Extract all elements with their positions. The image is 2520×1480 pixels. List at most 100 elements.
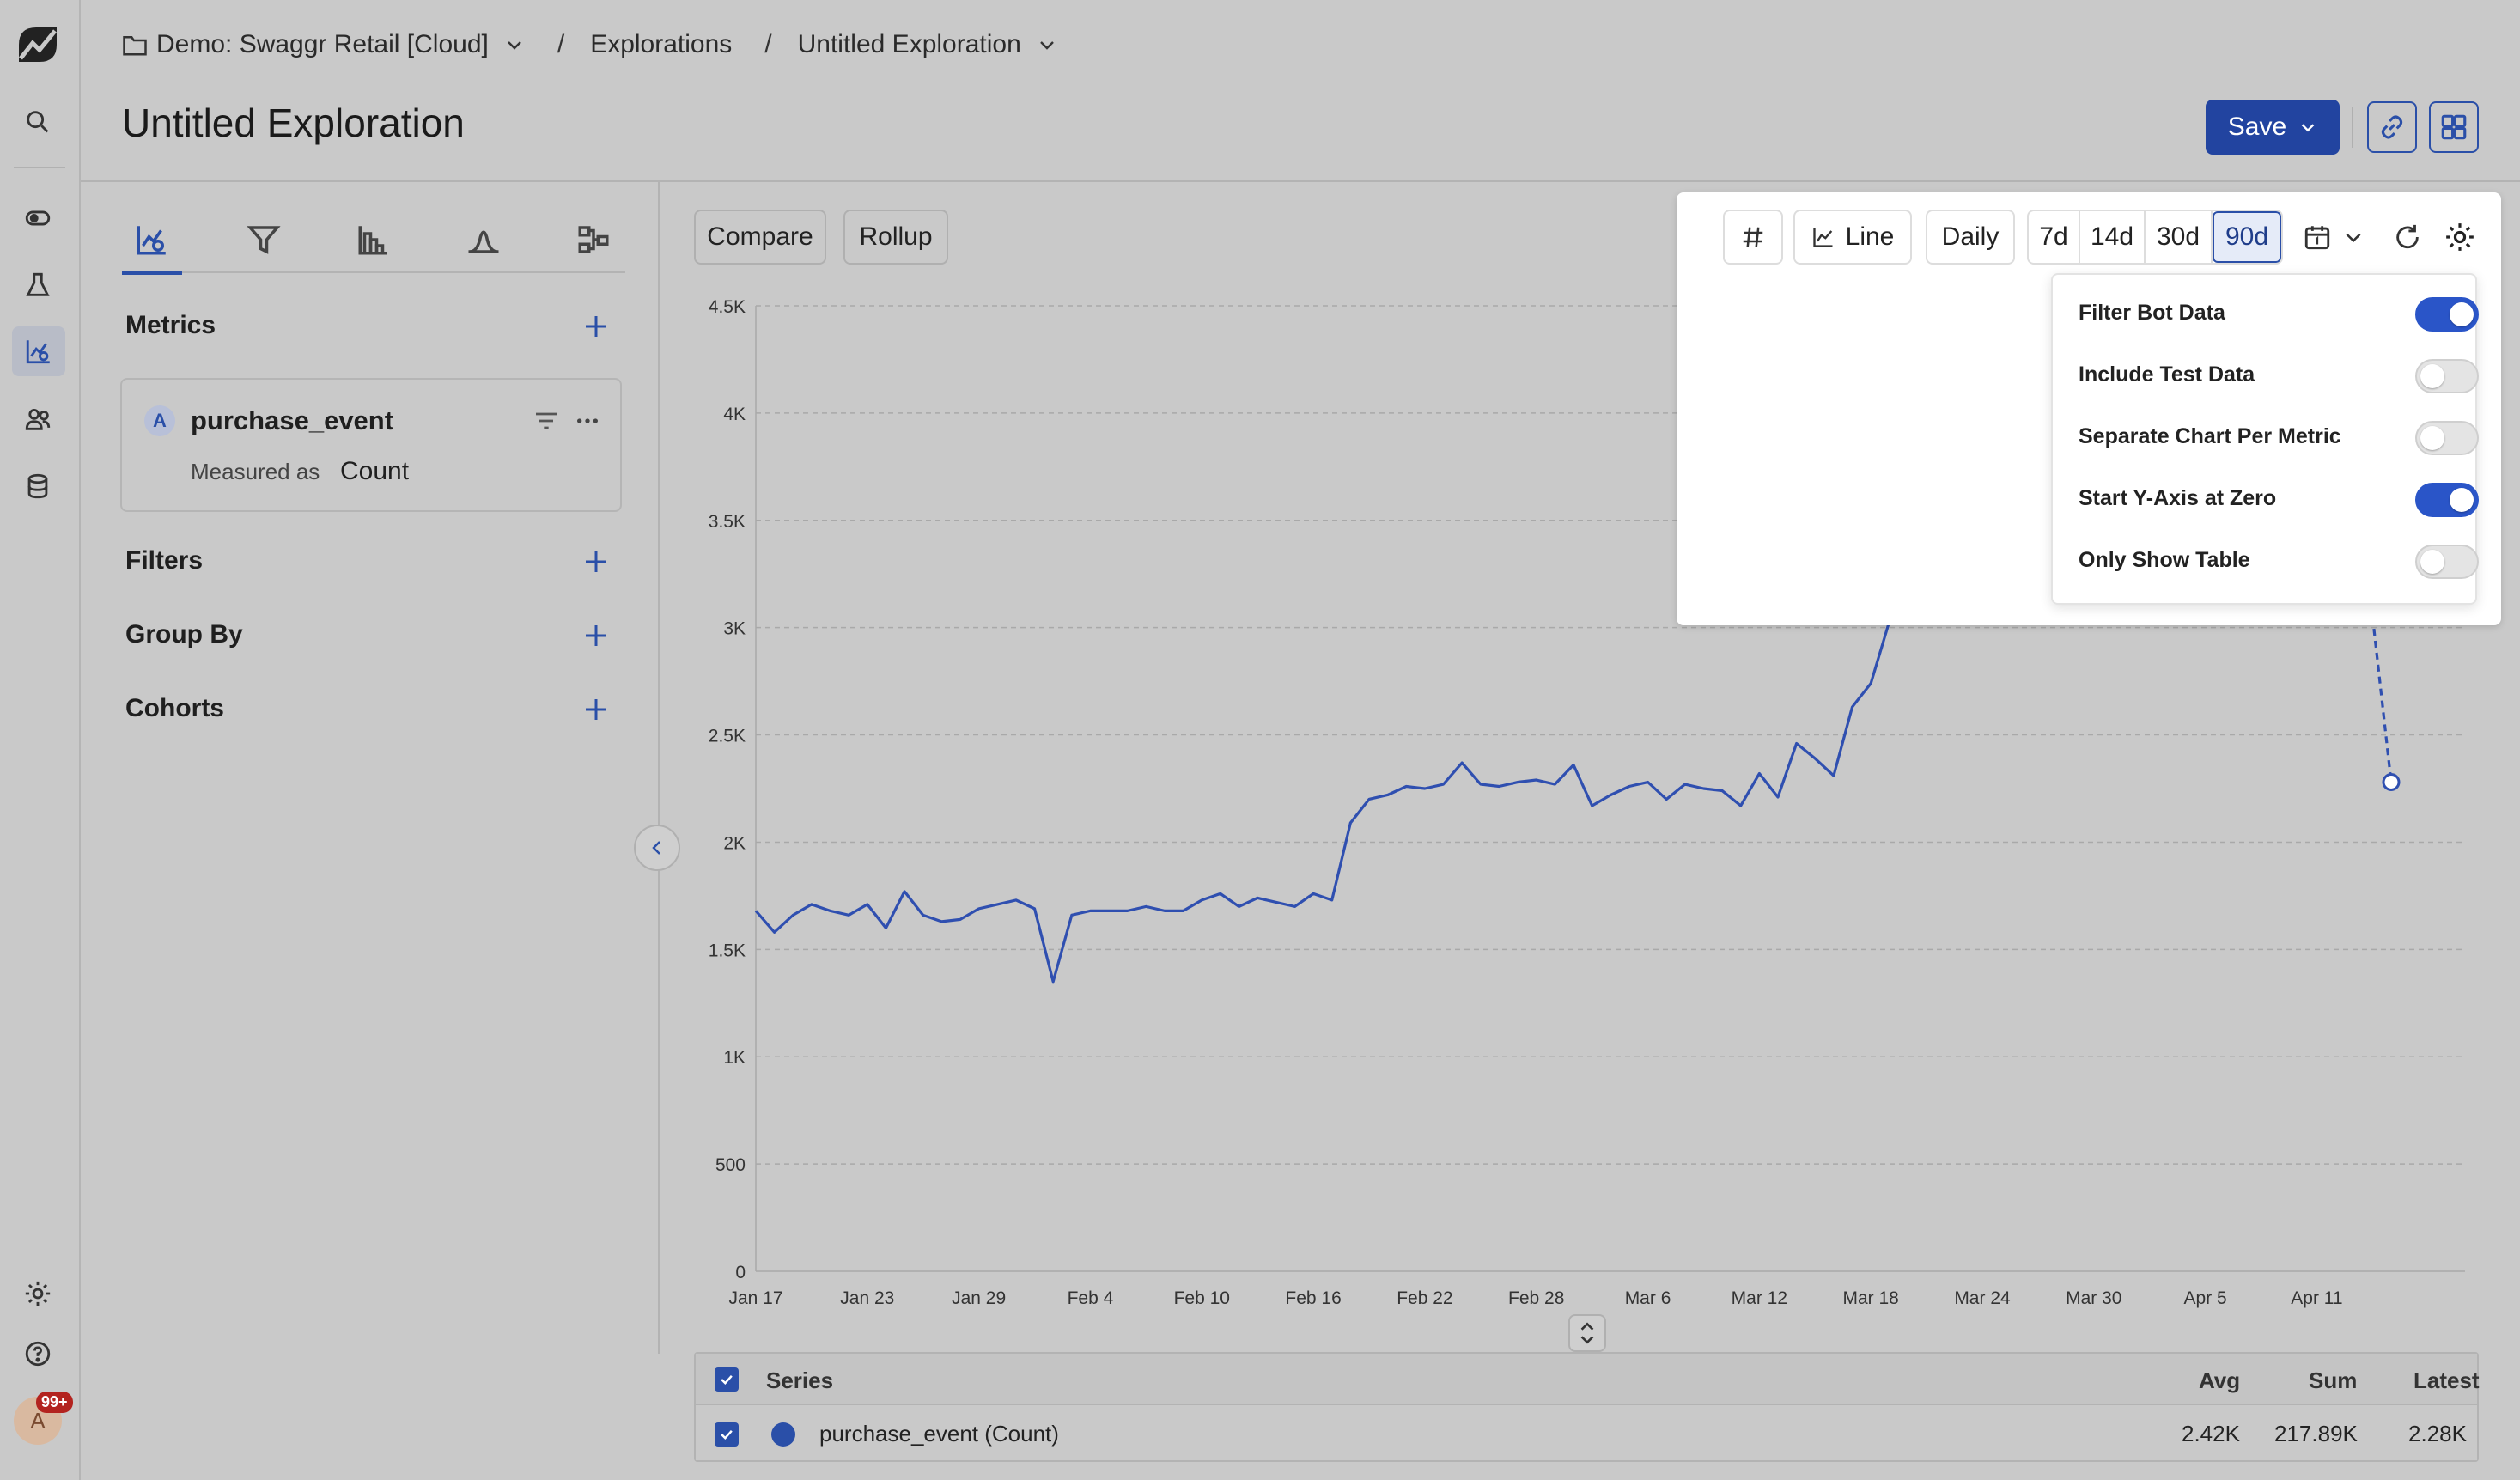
collapse-panel-button[interactable] [634, 825, 680, 871]
header-divider [2352, 107, 2353, 148]
metric-card[interactable]: A purchase_event Measured as Count [120, 378, 622, 512]
y-tick-label: 1.5K [709, 941, 746, 960]
experiments-icon[interactable] [21, 268, 55, 302]
sum-header[interactable]: Sum [2309, 1367, 2358, 1393]
add-group-by-button[interactable] [581, 620, 612, 651]
add-metric-button[interactable] [581, 311, 612, 342]
chart-type-button[interactable]: Line [1793, 210, 1912, 265]
x-tick-label: Feb 28 [1508, 1288, 1564, 1308]
setting-label: Separate Chart Per Metric [2079, 424, 2341, 448]
interval-button[interactable]: Daily [1926, 210, 2015, 265]
chevron-down-icon [2346, 233, 2361, 243]
database-icon[interactable] [21, 469, 55, 503]
setting-label: Include Test Data [2079, 362, 2255, 387]
copy-link-button[interactable] [2367, 101, 2417, 153]
settings-button[interactable] [2436, 210, 2484, 265]
row-checkbox[interactable] [715, 1422, 739, 1447]
chevron-down-icon[interactable] [1037, 34, 1057, 55]
x-tick-label: Feb 10 [1174, 1288, 1230, 1308]
left-rail: A 99+ [0, 0, 81, 1480]
add-to-dashboard-button[interactable] [2429, 101, 2479, 153]
sum-value: 217.89K [2274, 1421, 2358, 1447]
avatar[interactable]: A 99+ [14, 1392, 73, 1445]
gear-icon [2446, 223, 2474, 251]
measured-as-value[interactable]: Count [340, 457, 410, 485]
series-table: Series Avg Sum Latest purchase_event (Co… [694, 1352, 2480, 1462]
breadcrumb-current[interactable]: Untitled Exploration [797, 30, 1021, 58]
range-30d[interactable]: 30d [2146, 211, 2213, 263]
series-partial-segment [2371, 616, 2393, 783]
metrics-heading: Metrics [125, 311, 216, 339]
chevron-down-icon[interactable] [504, 34, 525, 55]
setting-separate-chart-per-metric: Separate Chart Per Metric [2079, 421, 2479, 455]
breadcrumb-separator: / [764, 30, 772, 58]
resize-handle[interactable] [1568, 1314, 1606, 1352]
toggle-knob [2450, 302, 2474, 326]
y-tick-label: 4.5K [709, 297, 746, 317]
chevron-down-icon [2301, 124, 2315, 132]
table-header-row: Series Avg Sum Latest [696, 1354, 2480, 1405]
breadcrumb-project[interactable]: Demo: Swaggr Retail [Cloud] [156, 30, 489, 58]
avg-header[interactable]: Avg [2199, 1367, 2241, 1393]
date-picker-button[interactable] [2286, 210, 2381, 265]
cohorts-heading: Cohorts [125, 694, 224, 722]
number-format-button[interactable] [1723, 210, 1783, 265]
help-icon[interactable] [21, 1337, 55, 1371]
analytics-icon[interactable] [12, 326, 65, 376]
statsig-logo-icon[interactable] [15, 24, 60, 65]
more-options-icon[interactable] [572, 407, 603, 435]
users-icon[interactable] [21, 402, 55, 436]
filter-icon[interactable] [533, 407, 560, 435]
rail-divider [14, 167, 65, 168]
filters-heading: Filters [125, 546, 204, 575]
separate-chart-per-metric-toggle[interactable] [2415, 421, 2479, 455]
search-icon[interactable] [21, 105, 55, 139]
check-icon [721, 1374, 733, 1385]
latest-point [2382, 773, 2401, 792]
x-tick-label: Feb 22 [1397, 1288, 1452, 1308]
table-row[interactable]: purchase_event (Count) 2.42K 217.89K 2.2… [696, 1407, 2477, 1460]
start-y-axis-at-zero-toggle[interactable] [2415, 483, 2479, 517]
measured-as-label: Measured as [191, 459, 320, 484]
line-chart-icon [1812, 228, 1833, 247]
x-tick-label: Mar 30 [2066, 1288, 2121, 1308]
x-tick-label: Feb 16 [1285, 1288, 1341, 1308]
range-7d[interactable]: 7d [2029, 211, 2080, 263]
setting-label: Filter Bot Data [2079, 301, 2225, 325]
save-label: Save [2227, 113, 2287, 141]
rollup-button[interactable]: Rollup [843, 210, 948, 265]
feature-gates-icon[interactable] [21, 201, 55, 235]
tab-retention[interactable] [344, 206, 404, 273]
add-cohort-button[interactable] [581, 694, 612, 725]
save-button[interactable]: Save [2206, 100, 2340, 155]
add-filter-button[interactable] [581, 546, 612, 577]
setting-label: Only Show Table [2079, 548, 2250, 572]
select-all-checkbox[interactable] [715, 1367, 739, 1392]
latest-header[interactable]: Latest [2413, 1367, 2480, 1393]
panel-divider [658, 182, 660, 1354]
x-tick-label: Mar 18 [1843, 1288, 1899, 1308]
tab-distribution[interactable] [453, 206, 514, 273]
y-tick-label: 1K [723, 1048, 746, 1068]
breadcrumb-section[interactable]: Explorations [590, 30, 733, 58]
include-test-data-toggle[interactable] [2415, 359, 2479, 393]
only-show-table-toggle[interactable] [2415, 545, 2479, 579]
tab-metrics-explorer[interactable] [122, 206, 182, 275]
y-tick-label: 2K [723, 833, 746, 853]
x-tick-label: Mar 12 [1732, 1288, 1787, 1308]
tab-funnel[interactable] [234, 206, 294, 273]
flow-icon [578, 226, 609, 253]
series-header[interactable]: Series [766, 1367, 834, 1393]
refresh-button[interactable] [2386, 210, 2429, 265]
compare-button[interactable]: Compare [694, 210, 826, 265]
page-title: Untitled Exploration [122, 100, 465, 145]
hash-icon [1743, 227, 1763, 247]
gear-icon[interactable] [21, 1276, 55, 1311]
x-tick-label: Jan 23 [840, 1288, 894, 1308]
range-14d[interactable]: 14d [2080, 211, 2146, 263]
breadcrumb-separator: / [557, 30, 565, 58]
range-90d[interactable]: 90d [2213, 211, 2281, 263]
y-tick-label: 2.5K [709, 727, 746, 746]
tab-user-journeys[interactable] [563, 206, 624, 273]
filter-bot-data-toggle[interactable] [2415, 297, 2479, 332]
